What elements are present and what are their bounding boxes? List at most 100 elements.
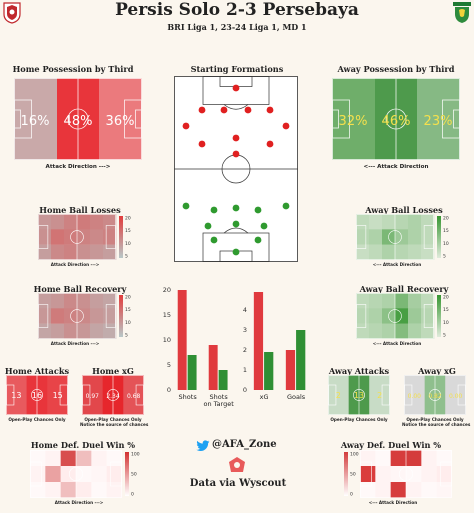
- colorbar-tick: 15: [443, 228, 449, 234]
- heatmap-cell: [408, 244, 422, 260]
- formations-title: Starting Formations: [190, 64, 284, 74]
- lane-value: 0.82: [428, 393, 442, 400]
- heatmap-cell: [356, 293, 370, 309]
- heatmap-cell: [91, 450, 107, 467]
- home-xg-pitch: 0.97 2.34 0.68: [82, 375, 144, 415]
- x-tick-label: Goals: [287, 393, 306, 401]
- heatmap-cell: [421, 323, 435, 339]
- heatmap-cell: [408, 323, 422, 339]
- lane-value: 15: [53, 391, 63, 400]
- twitter-handle[interactable]: @AFA_Zone: [212, 439, 277, 450]
- home-xg-title: Home xG: [92, 366, 134, 376]
- x-tick-label: Shots: [179, 393, 198, 401]
- home-xg-note-1: Open-Play Chances Only: [84, 417, 142, 422]
- colorbar-tick: 0: [131, 492, 134, 498]
- x-tick-label: on Target: [203, 400, 234, 408]
- heatmap-cell: [38, 229, 52, 245]
- home-formation: [182, 84, 290, 158]
- away-recovery-direction: <--- Attack Direction: [372, 341, 422, 346]
- home-ball-recovery-title: Home Ball Recovery: [33, 284, 127, 294]
- heatmap-cell: [382, 323, 396, 339]
- away-attacks-pitch: 2 13 2: [328, 375, 390, 415]
- heatmap-cell: [91, 466, 107, 483]
- data-source: Data via Wyscout: [189, 478, 287, 489]
- home-player-dot: [198, 106, 206, 114]
- colorbar-tick: 15: [125, 307, 131, 313]
- home-player-dot: [266, 106, 274, 114]
- home-attacks-title: Home Attacks: [4, 366, 70, 376]
- bar-away: [296, 330, 306, 390]
- heatmap-cell: [38, 244, 52, 260]
- away-attacks-note: Open-Play Chances Only: [330, 417, 388, 422]
- match-subtitle: BRI Liga 1, 23-24 Liga 1, MD 1: [167, 22, 307, 32]
- heatmap-cell: [421, 450, 437, 467]
- away-third-defensive: [417, 78, 460, 160]
- lane-value: 13: [11, 391, 21, 400]
- heatmap-cell: [77, 214, 91, 230]
- home-player-dot: [232, 134, 240, 142]
- home-possession-att: 36%: [106, 114, 135, 129]
- away-player-dot: [254, 206, 262, 214]
- heatmap-cell: [395, 323, 409, 339]
- colorbar: [437, 216, 441, 258]
- heatmap-cell: [395, 214, 409, 230]
- heatmap-cell: [90, 214, 104, 230]
- lane-value: 13: [354, 391, 364, 400]
- colorbar-tick: 10: [125, 241, 131, 247]
- y-tick-label: 4: [243, 306, 247, 314]
- heatmap-cell: [45, 450, 61, 467]
- home-duel-direction: Attack Direction --->: [54, 500, 104, 505]
- twitter-bird-icon: [196, 440, 210, 452]
- colorbar-tick: 100: [131, 452, 140, 458]
- heatmap-cell: [90, 308, 104, 324]
- y-tick-label: 2: [243, 346, 247, 354]
- heatmap-cell: [76, 466, 92, 483]
- away-player-dot: [260, 222, 268, 230]
- heatmap-cell: [38, 214, 52, 230]
- heatmap-cell: [103, 244, 117, 260]
- y-tick-label: 1: [243, 366, 247, 374]
- colorbar-tick: 10: [443, 241, 449, 247]
- colorbar: [119, 216, 123, 258]
- colorbar-tick: 20: [125, 295, 131, 301]
- heatmap-cell: [436, 482, 452, 498]
- away-possession-att: 32%: [339, 114, 368, 129]
- heatmap-cell: [51, 214, 65, 230]
- colorbar-tick: 5: [125, 333, 128, 339]
- heatmap-cell: [106, 450, 123, 467]
- home-third-defensive: [14, 78, 57, 160]
- heatmap-cell: [45, 466, 61, 483]
- away-xg-pitch: 0.00 0.82 0.00: [404, 375, 466, 415]
- heatmap-cell: [421, 308, 435, 324]
- home-player-dot: [232, 150, 240, 158]
- heatmap-cell: [436, 450, 452, 467]
- heatmap-cell: [38, 293, 52, 309]
- heatmap-cell: [356, 244, 370, 260]
- bar-home: [208, 345, 218, 390]
- away-ball-losses-title: Away Ball Losses: [365, 205, 443, 215]
- heatmap-cell: [64, 293, 78, 309]
- x-tick-label: xG: [260, 393, 269, 401]
- away-losses-direction: <--- Attack Direction: [372, 262, 422, 267]
- away-player-dot: [204, 222, 212, 230]
- heatmap-cell: [103, 229, 117, 245]
- heatmap-cell: [90, 323, 104, 339]
- colorbar-tick: 15: [125, 228, 131, 234]
- home-ball-recovery-heatmap: 20 15 10 5: [38, 293, 131, 339]
- heatmap-cell: [421, 229, 435, 245]
- heatmap-cell: [38, 323, 52, 339]
- home-attacks-note: Open-Play Chances Only: [8, 417, 66, 422]
- away-possession-mid: 46%: [382, 114, 411, 129]
- colorbar-tick: 50: [131, 472, 137, 478]
- home-losses-direction: Attack Direction --->: [50, 262, 100, 267]
- heatmap-cell: [91, 482, 107, 498]
- heatmap-cell: [90, 244, 104, 260]
- lane-value: 2: [377, 391, 382, 400]
- heatmap-cell: [51, 229, 65, 245]
- away-player-dot: [282, 202, 290, 210]
- bar-away: [218, 370, 228, 390]
- home-possession-pitch: 16% 48% 36%: [14, 78, 142, 160]
- heatmap-cell: [76, 482, 92, 498]
- away-attacks-title: Away Attacks: [328, 366, 390, 376]
